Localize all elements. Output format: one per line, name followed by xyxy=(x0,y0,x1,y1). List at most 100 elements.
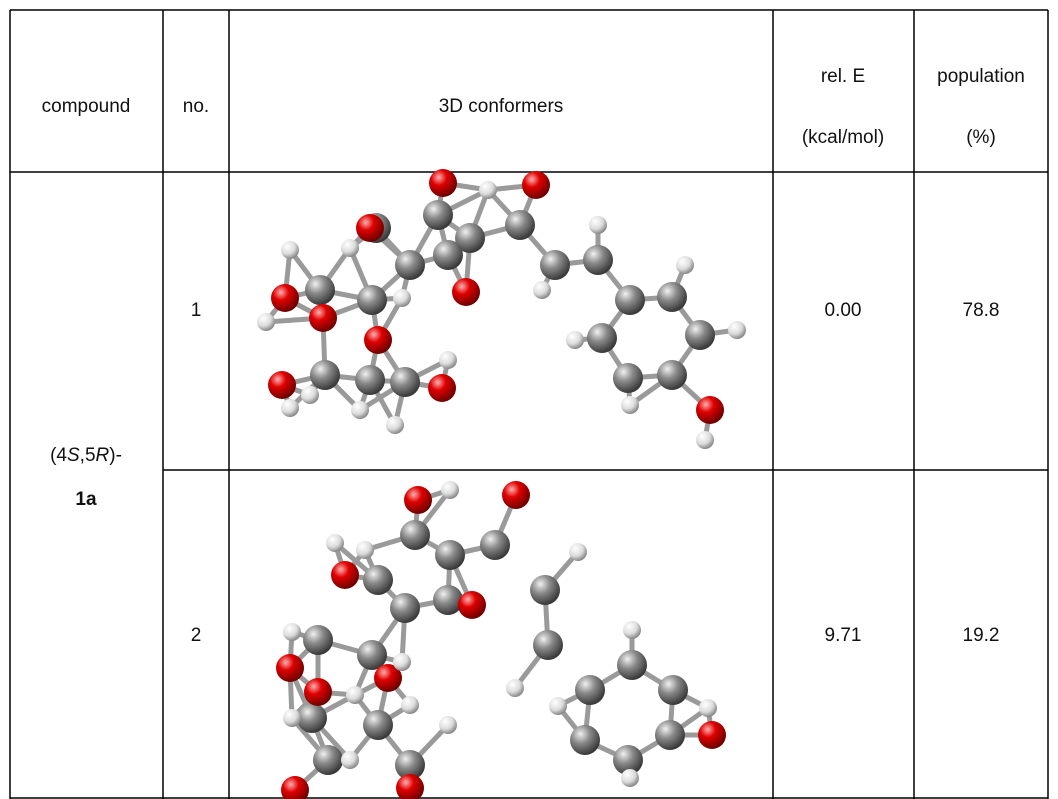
atom xyxy=(676,256,694,274)
atom xyxy=(423,200,453,230)
atom xyxy=(428,374,456,402)
atom xyxy=(341,751,359,769)
atom xyxy=(696,431,714,449)
atom xyxy=(281,241,299,259)
atom xyxy=(393,653,411,671)
atom xyxy=(587,323,617,353)
atom xyxy=(589,216,607,234)
atom xyxy=(303,625,333,655)
header-cell: rel. E xyxy=(821,66,865,88)
conformer-image xyxy=(276,481,726,799)
atom xyxy=(346,686,364,704)
atom xyxy=(479,181,497,199)
atom xyxy=(363,710,393,740)
atom xyxy=(326,534,344,552)
atom xyxy=(363,565,393,595)
header-cell: population xyxy=(937,66,1025,88)
atom xyxy=(351,401,369,419)
atom xyxy=(583,245,613,275)
atom xyxy=(439,351,457,369)
atom xyxy=(530,575,560,605)
atom xyxy=(540,250,570,280)
atom xyxy=(393,289,411,307)
atom xyxy=(401,696,419,714)
atom xyxy=(435,540,465,570)
text: )- xyxy=(109,445,122,466)
atom xyxy=(621,396,639,414)
atom xyxy=(283,709,301,727)
atom xyxy=(400,520,430,550)
atom xyxy=(355,365,385,395)
atom xyxy=(271,284,299,312)
atom xyxy=(658,675,688,705)
cell: 9.71 xyxy=(825,625,862,647)
atom xyxy=(341,239,359,257)
text: (4 xyxy=(50,445,67,466)
atom xyxy=(404,486,432,514)
cell: 78.8 xyxy=(963,300,1000,322)
atom xyxy=(621,769,639,787)
atom xyxy=(533,281,551,299)
atom xyxy=(480,530,510,560)
atom xyxy=(569,543,587,561)
atom xyxy=(396,774,424,799)
atom xyxy=(505,210,535,240)
compound-label: 1a xyxy=(75,489,96,511)
atom xyxy=(566,331,584,349)
text: R xyxy=(96,445,110,466)
atom xyxy=(356,541,374,559)
atom xyxy=(313,745,343,775)
cell: 19.2 xyxy=(963,625,1000,647)
atom xyxy=(533,630,563,660)
atom xyxy=(356,214,384,242)
atom xyxy=(698,721,726,749)
atom xyxy=(570,725,600,755)
header-cell: (%) xyxy=(966,127,996,149)
atom xyxy=(281,399,299,417)
atom xyxy=(613,363,643,393)
atom xyxy=(429,169,457,197)
text: S xyxy=(67,445,80,466)
atom xyxy=(452,278,480,306)
atom xyxy=(655,720,685,750)
compound-name: (4S,5R)- xyxy=(50,445,122,467)
atom xyxy=(433,240,463,270)
atom xyxy=(657,360,687,390)
atom xyxy=(696,396,724,424)
atom xyxy=(685,320,715,350)
atom xyxy=(699,699,717,717)
header-cell: 3D conformers xyxy=(439,96,564,118)
atom xyxy=(395,250,425,280)
atom xyxy=(441,481,459,499)
header-cell: no. xyxy=(183,96,209,118)
atom xyxy=(386,416,404,434)
atom xyxy=(549,697,567,715)
cell: 2 xyxy=(191,625,202,647)
atom xyxy=(615,285,645,315)
atom xyxy=(268,371,296,399)
cell: 1 xyxy=(191,300,202,322)
atom xyxy=(283,623,301,641)
atom xyxy=(276,654,304,682)
page: compound no. 3D conformers rel. E (kcal/… xyxy=(0,0,1058,799)
atom xyxy=(304,678,332,706)
header-cell: compound xyxy=(42,96,131,118)
atom xyxy=(331,561,359,589)
atom xyxy=(522,171,550,199)
borders xyxy=(10,10,1048,799)
atom xyxy=(439,716,457,734)
text: ,5 xyxy=(80,445,96,466)
atom xyxy=(364,326,392,354)
conformer-image xyxy=(257,169,746,449)
atom xyxy=(502,481,530,509)
atom xyxy=(357,285,387,315)
atom xyxy=(310,360,340,390)
atom xyxy=(390,593,420,623)
atom xyxy=(506,679,524,697)
atom xyxy=(390,367,420,397)
atom xyxy=(458,591,486,619)
atom xyxy=(728,321,746,339)
atom xyxy=(305,275,335,305)
atom xyxy=(297,703,327,733)
cell: 0.00 xyxy=(825,300,862,322)
